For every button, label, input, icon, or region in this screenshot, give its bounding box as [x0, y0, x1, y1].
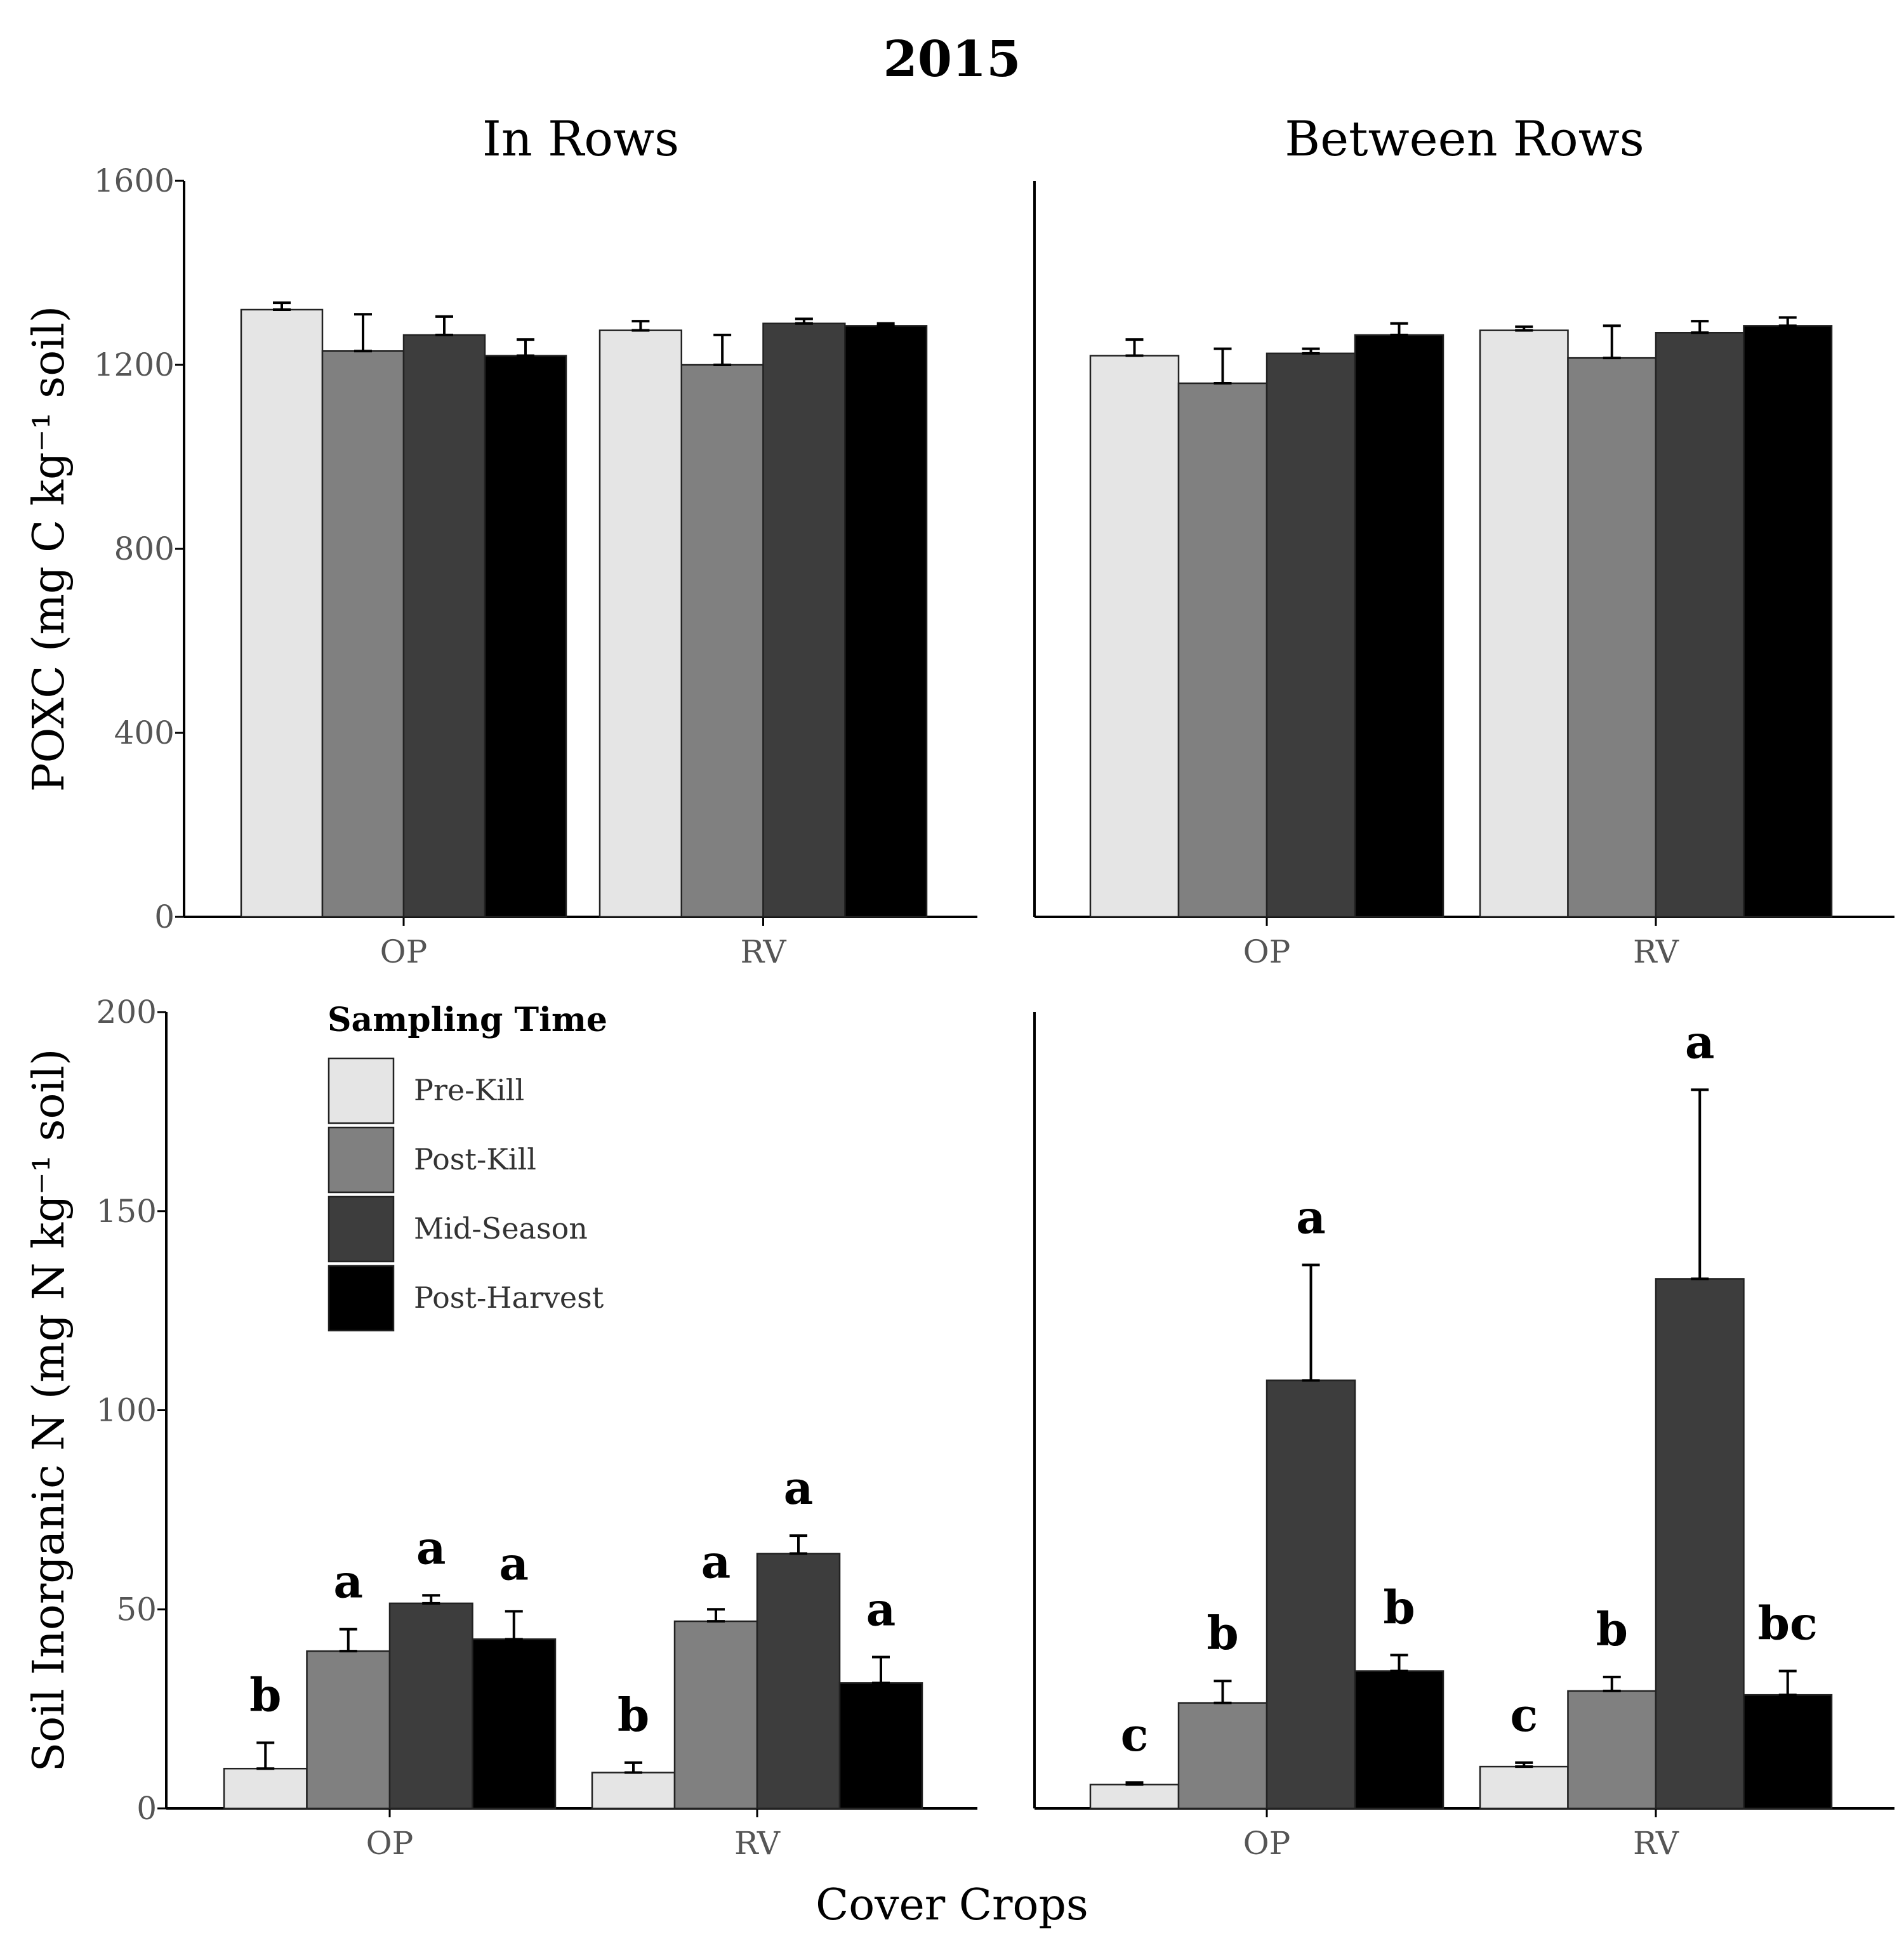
x-tick-label-OP: OP: [366, 1825, 414, 1862]
bar-RV-pre-kill: [598, 329, 682, 918]
bar-OP-post-harvest: [484, 355, 567, 918]
x-tick-label-OP: OP: [1243, 933, 1291, 970]
significance-letter: a: [416, 1520, 446, 1574]
legend-swatch-post-harvest: [327, 1265, 395, 1332]
bar-RV-post-harvest: [838, 1682, 923, 1810]
significance-letter: a: [1685, 1015, 1715, 1069]
bar-OP-post-kill: [1177, 382, 1268, 918]
panel-top-right: Between Rows OP RV: [1033, 110, 1894, 970]
bar-OP-mid-season: [388, 1602, 473, 1810]
legend: Sampling Time Pre-Kill Post-Kill Mid-Seaso…: [327, 1001, 607, 1332]
bar-RV-post-kill: [680, 364, 764, 918]
bar-RV-post-harvest: [1743, 325, 1833, 918]
bar-RV-post-harvest: [844, 325, 928, 918]
significance-letter: a: [1296, 1190, 1326, 1244]
bar-RV-pre-kill: [1479, 1765, 1569, 1810]
x-tick-label-RV: RV: [734, 1825, 781, 1862]
panel-bottom-left: 0 50 100 150 200 Soil Inorganic N (mg N kg⁻¹ …: [24, 994, 977, 1862]
bar-RV-pre-kill: [591, 1772, 676, 1810]
bar-OP-post-kill: [321, 350, 405, 918]
significance-letter: a: [866, 1583, 896, 1636]
y-tick-label: 150: [96, 1193, 157, 1230]
bar-OP-mid-season: [402, 334, 486, 918]
chart-panels: In Rows 0 400 800 1200 1600 POXC (mg C kg⁻¹ so…: [24, 110, 1894, 1862]
legend-label-post-harvest: Post-Harvest: [414, 1280, 604, 1315]
legend-label-pre-kill: Pre-Kill: [414, 1073, 524, 1107]
panel-bottom-right: OP c b a b RV c b a bc: [1033, 1012, 1894, 1862]
x-axis-title: Cover Crops: [816, 1880, 1088, 1930]
legend-title: Sampling Time: [327, 1001, 607, 1039]
strip-title-top-left: In Rows: [482, 110, 679, 167]
y-tick-label: 100: [96, 1392, 157, 1429]
bar-OP-post-harvest: [1354, 1670, 1445, 1810]
significance-letter: b: [618, 1688, 649, 1742]
bar-OP-pre-kill: [1089, 355, 1180, 918]
significance-letter: b: [1383, 1580, 1415, 1634]
bar-RV-mid-season: [762, 322, 846, 918]
y-axis-title: Soil Inorganic N (mg N kg⁻¹ soil): [24, 1049, 74, 1772]
significance-letter: a: [333, 1555, 363, 1609]
y-tick-label: 1200: [94, 346, 175, 383]
bar-RV-mid-season: [756, 1553, 841, 1810]
x-tick-label-OP: OP: [1243, 1825, 1291, 1862]
y-tick-label: 400: [114, 714, 175, 751]
significance-letter: b: [249, 1668, 281, 1721]
bar-RV-mid-season: [1655, 332, 1745, 918]
y-axis-title: POXC (mg C kg⁻¹ soil): [24, 306, 74, 792]
significance-letter: a: [499, 1536, 529, 1590]
x-tick-label-RV: RV: [1633, 933, 1679, 970]
x-tick-label-OP: OP: [380, 933, 428, 970]
y-tick-label: 1600: [94, 162, 175, 199]
bar-OP-mid-season: [1266, 1379, 1356, 1810]
panel-top-left: In Rows 0 400 800 1200 1600 POXC (mg C kg⁻¹ so…: [24, 110, 977, 970]
figure-title: 2015: [883, 30, 1021, 88]
significance-letter: bc: [1758, 1596, 1818, 1650]
legend-swatch-post-kill: [327, 1126, 395, 1194]
bar-OP-post-harvest: [1354, 334, 1445, 918]
bar-RV-post-kill: [1567, 1690, 1657, 1810]
y-tick-label: 50: [116, 1591, 157, 1628]
bar-RV-mid-season: [1655, 1278, 1745, 1810]
significance-letter: a: [701, 1534, 731, 1588]
bar-RV-pre-kill: [1479, 329, 1569, 918]
bar-OP-pre-kill: [1089, 1784, 1180, 1810]
significance-letter: c: [1510, 1688, 1538, 1742]
strip-title-top-right: Between Rows: [1285, 110, 1644, 167]
bar-OP-pre-kill: [240, 308, 324, 918]
y-tick-label: 800: [114, 530, 175, 567]
bar-OP-post-kill: [306, 1650, 391, 1810]
legend-label-post-kill: Post-Kill: [414, 1142, 536, 1176]
bar-OP-post-kill: [1177, 1702, 1268, 1810]
bar-RV-post-kill: [1567, 357, 1657, 918]
x-tick-label-RV: RV: [1633, 1825, 1679, 1862]
significance-letter: a: [784, 1461, 814, 1515]
y-tick-label: 0: [154, 898, 175, 935]
significance-letter: c: [1121, 1708, 1149, 1761]
significance-letter: b: [1207, 1606, 1238, 1660]
legend-swatch-mid-season: [327, 1195, 395, 1263]
bar-OP-pre-kill: [223, 1768, 308, 1810]
bar-RV-post-kill: [673, 1620, 758, 1810]
y-tick-label: 0: [136, 1790, 157, 1827]
bar-OP-mid-season: [1266, 352, 1356, 918]
y-tick-label: 200: [96, 994, 157, 1030]
legend-label-mid-season: Mid-Season: [414, 1211, 588, 1246]
significance-letter: b: [1596, 1602, 1628, 1656]
bar-OP-post-harvest: [472, 1638, 557, 1810]
bar-RV-post-harvest: [1743, 1694, 1833, 1810]
legend-swatch-pre-kill: [327, 1057, 395, 1124]
x-tick-label-RV: RV: [741, 933, 787, 970]
